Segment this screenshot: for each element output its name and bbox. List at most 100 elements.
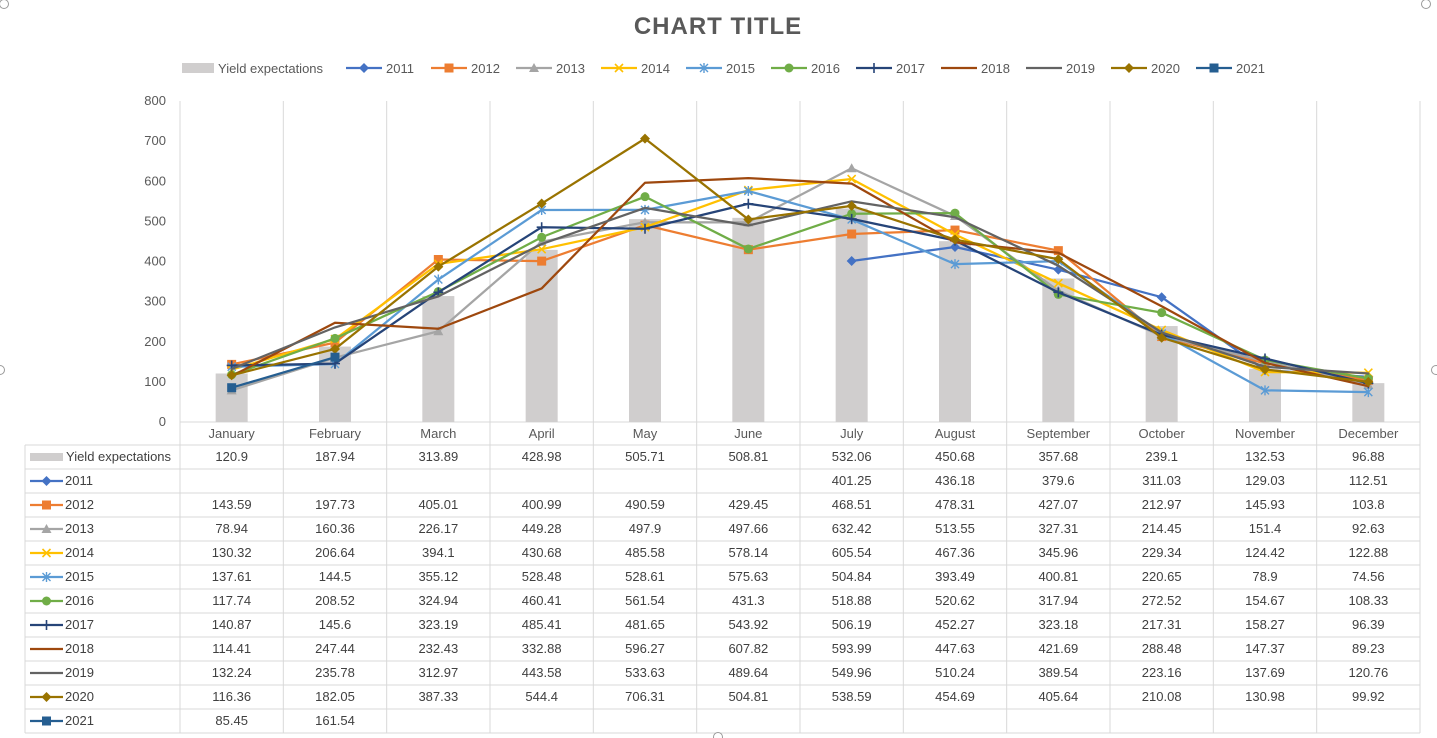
legend-marker-2015[interactable] (699, 63, 709, 73)
marker-2017[interactable] (743, 198, 754, 209)
marker-2016[interactable] (743, 244, 753, 254)
marker-2012[interactable] (537, 256, 547, 266)
table-cell: 117.74 (212, 593, 251, 608)
legend-marker-2011[interactable] (359, 63, 369, 73)
table-key-marker-2012[interactable] (42, 500, 51, 510)
marker-2021[interactable] (330, 352, 340, 362)
marker-2014[interactable] (1053, 278, 1063, 288)
marker-2016[interactable] (950, 208, 960, 218)
legend-label-2020[interactable]: 2020 (1151, 61, 1180, 76)
marker-2020[interactable] (1053, 254, 1064, 265)
line-2016[interactable] (230, 195, 1370, 380)
chart-title[interactable]: CHART TITLE (634, 13, 802, 40)
marker-2014[interactable] (950, 229, 960, 240)
legend-label-2014[interactable]: 2014 (641, 61, 670, 76)
marker-2017[interactable] (640, 223, 650, 234)
bar-yield-expectations[interactable] (629, 219, 661, 422)
marker-2015[interactable] (950, 259, 960, 270)
table-key-marker-2021[interactable] (42, 716, 51, 726)
resize-handle[interactable] (1421, 0, 1431, 9)
table-key-marker-2020[interactable] (41, 692, 52, 702)
marker-2021[interactable] (227, 383, 237, 393)
legend-label-2012[interactable]: 2012 (471, 61, 500, 76)
legend-label-2017[interactable]: 2017 (896, 61, 925, 76)
marker-2013[interactable] (433, 326, 444, 336)
legend-label-2013[interactable]: 2013 (556, 61, 585, 76)
marker-2016[interactable] (640, 192, 650, 202)
legend-marker-2017[interactable] (869, 63, 879, 73)
legend-marker-2016[interactable] (784, 63, 794, 73)
bar-yield-expectations[interactable] (1249, 368, 1281, 422)
marker-2020[interactable] (226, 370, 237, 381)
legend-label-2018[interactable]: 2018 (981, 61, 1010, 76)
marker-2015[interactable] (433, 274, 443, 285)
marker-2012[interactable] (1053, 246, 1063, 256)
marker-2014[interactable] (847, 174, 857, 184)
marker-2016[interactable] (1157, 308, 1167, 318)
resize-handle[interactable] (0, 365, 5, 375)
resize-handle[interactable] (0, 0, 9, 9)
marker-2020[interactable] (640, 133, 650, 144)
line-2013[interactable] (230, 167, 1370, 392)
legend-label-2011[interactable]: 2011 (386, 61, 414, 76)
marker-2016[interactable] (330, 333, 340, 343)
marker-2012[interactable] (433, 254, 443, 264)
marker-2015[interactable] (1363, 387, 1373, 398)
legend-label-2016[interactable]: 2016 (811, 61, 840, 76)
resize-handle[interactable] (1431, 365, 1437, 375)
table-cell: 151.4 (1249, 521, 1282, 536)
legend-marker-2020[interactable] (1124, 63, 1134, 73)
legend-label-2015[interactable]: 2015 (726, 61, 755, 76)
table-key-marker-2017[interactable] (41, 620, 52, 630)
bar-yield-expectations[interactable] (215, 373, 248, 422)
bar-yield-expectations[interactable] (1042, 278, 1075, 422)
table-cell: 394.1 (422, 545, 455, 560)
bar-yield-expectations[interactable] (835, 208, 868, 422)
marker-2020[interactable] (1363, 376, 1374, 387)
line-2020[interactable] (230, 137, 1370, 384)
line-2021[interactable] (230, 356, 337, 389)
bar-yield-expectations[interactable] (422, 296, 455, 422)
marker-2017[interactable] (1053, 287, 1064, 298)
marker-2020[interactable] (1260, 364, 1270, 375)
marker-2011[interactable] (950, 241, 960, 252)
table-key-marker-2011[interactable] (41, 476, 52, 486)
table-cell: 187.94 (315, 449, 355, 464)
legend-marker-2014[interactable] (614, 63, 624, 73)
legend-marker-2013[interactable] (529, 63, 539, 72)
resize-handle[interactable] (713, 732, 723, 738)
marker-2016[interactable] (847, 209, 857, 219)
table-row-label: 2014 (65, 545, 94, 560)
table-cell: 427.07 (1038, 497, 1078, 512)
table-key-marker-2013[interactable] (41, 524, 52, 533)
legend-label-2021[interactable]: 2021 (1236, 61, 1265, 76)
marker-2017[interactable] (536, 222, 547, 233)
marker-2016[interactable] (537, 232, 547, 242)
table-key-marker-2015[interactable] (42, 572, 51, 582)
marker-2020[interactable] (330, 343, 340, 354)
marker-2020[interactable] (950, 234, 960, 245)
marker-2020[interactable] (1156, 332, 1167, 343)
marker-2015[interactable] (1260, 385, 1270, 396)
legend-marker-2012[interactable] (444, 63, 454, 73)
legend-label-2019[interactable]: 2019 (1066, 61, 1095, 76)
marker-2020[interactable] (536, 198, 547, 209)
line-2018[interactable] (230, 176, 1370, 388)
marker-2012[interactable] (950, 225, 960, 235)
marker-2011[interactable] (846, 255, 857, 266)
bar-yield-expectations[interactable] (939, 241, 971, 422)
legend-label-yield-expectations[interactable]: Yield expectations (218, 61, 324, 76)
marker-2020[interactable] (846, 200, 857, 211)
marker-2012[interactable] (847, 229, 857, 239)
marker-2015[interactable] (743, 186, 753, 197)
marker-2011[interactable] (1156, 292, 1167, 303)
marker-2020[interactable] (743, 214, 754, 225)
legend-marker-2021[interactable] (1209, 63, 1219, 73)
table-cell: 103.8 (1352, 497, 1385, 512)
marker-2017[interactable] (846, 213, 857, 224)
table-key-marker-2016[interactable] (42, 596, 51, 606)
marker-2013[interactable] (846, 163, 857, 173)
table-key-marker-2014[interactable] (41, 548, 52, 558)
marker-2020[interactable] (433, 261, 444, 272)
y-tick-label: 100 (144, 374, 166, 389)
